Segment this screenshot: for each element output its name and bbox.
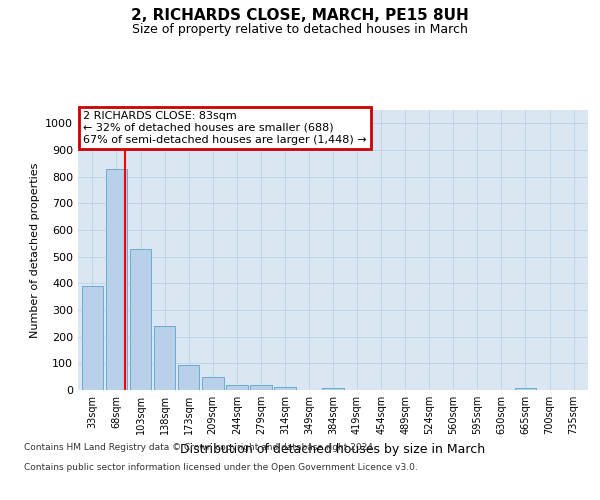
Bar	[515, 388, 536, 390]
Bar	[274, 387, 296, 390]
Text: Contains public sector information licensed under the Open Government Licence v3: Contains public sector information licen…	[24, 462, 418, 471]
Bar	[202, 377, 224, 390]
Bar	[130, 248, 151, 390]
Bar	[226, 386, 248, 390]
Bar	[154, 326, 175, 390]
Bar	[322, 388, 344, 390]
X-axis label: Distribution of detached houses by size in March: Distribution of detached houses by size …	[181, 442, 485, 456]
Text: 2, RICHARDS CLOSE, MARCH, PE15 8UH: 2, RICHARDS CLOSE, MARCH, PE15 8UH	[131, 8, 469, 22]
Bar	[178, 365, 199, 390]
Bar	[250, 386, 272, 390]
Text: Contains HM Land Registry data © Crown copyright and database right 2024.: Contains HM Land Registry data © Crown c…	[24, 442, 376, 452]
Bar	[82, 286, 103, 390]
Text: Size of property relative to detached houses in March: Size of property relative to detached ho…	[132, 22, 468, 36]
Y-axis label: Number of detached properties: Number of detached properties	[29, 162, 40, 338]
Text: 2 RICHARDS CLOSE: 83sqm
← 32% of detached houses are smaller (688)
67% of semi-d: 2 RICHARDS CLOSE: 83sqm ← 32% of detache…	[83, 112, 367, 144]
Bar	[106, 168, 127, 390]
